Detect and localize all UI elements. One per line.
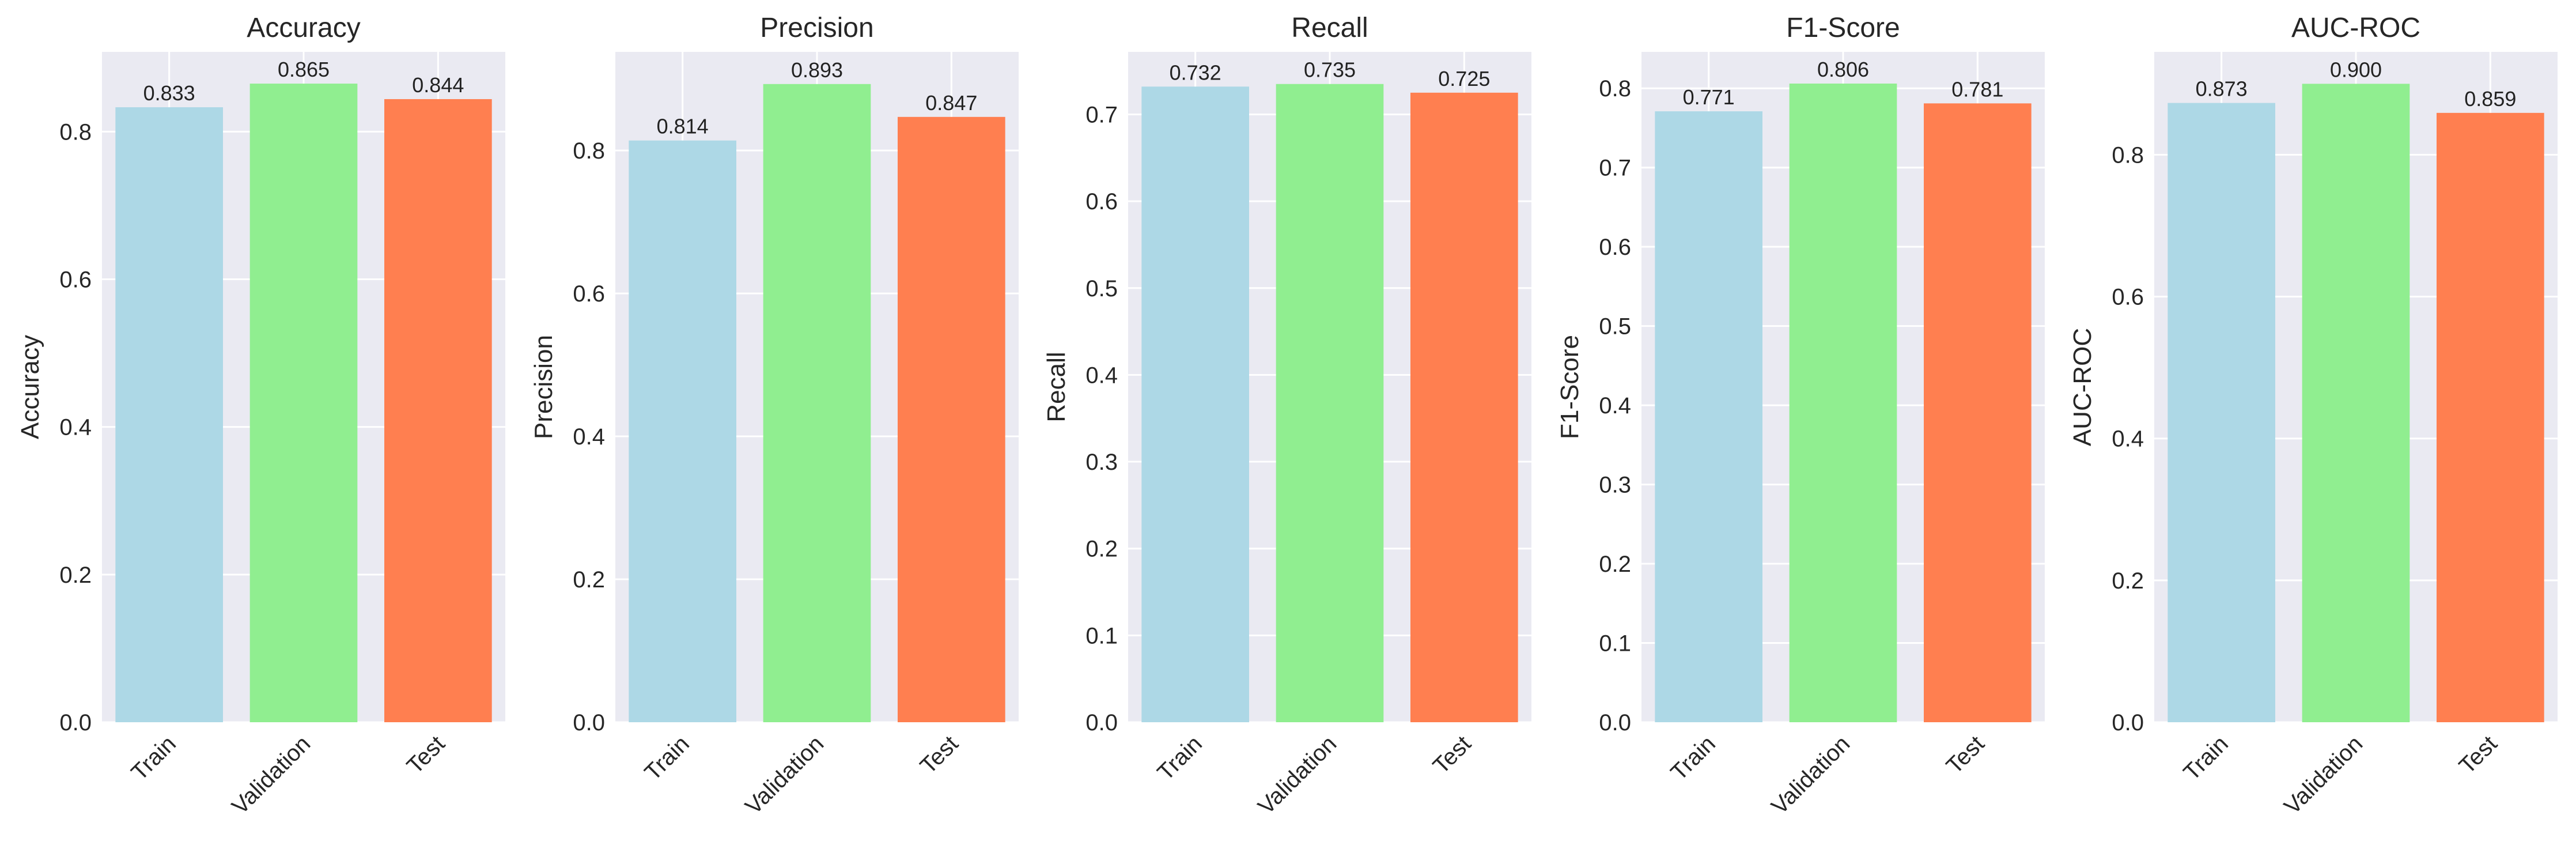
value-label: 0.900 — [2330, 58, 2382, 81]
y-tick-label: 0.4 — [1085, 363, 1118, 388]
y-axis-label: AUC-ROC — [2068, 328, 2097, 446]
value-label: 0.859 — [2464, 87, 2516, 111]
bar-train — [115, 107, 223, 723]
chart-title: Recall — [1291, 13, 1368, 43]
value-label: 0.781 — [1951, 77, 2003, 101]
y-tick-label: 0.1 — [1599, 631, 1631, 657]
bar-test — [384, 99, 492, 722]
value-label: 0.847 — [925, 91, 977, 115]
bar-validation — [1276, 84, 1384, 723]
y-tick-label: 0.6 — [573, 281, 605, 307]
chart-panel-f1-score: 0.771 0.806 0.781 0.0 0.1 0.2 0.3 0.4 0.5 0.6 0.7 0… — [1556, 13, 2045, 819]
y-tick-label: 0.6 — [1085, 189, 1118, 214]
y-tick-label: 0.4 — [1599, 393, 1631, 418]
value-label: 0.725 — [1438, 67, 1490, 90]
y-tick-label: 0.8 — [1599, 76, 1631, 101]
value-label: 0.771 — [1683, 85, 1735, 109]
y-tick-label: 0.7 — [1599, 156, 1631, 181]
y-tick-label: 0.5 — [1599, 314, 1631, 339]
bar-test — [1410, 92, 1518, 722]
y-tick-label: 0.4 — [2112, 427, 2144, 452]
y-axis-label: Accuracy — [16, 335, 44, 439]
chart-title: Accuracy — [247, 13, 360, 43]
chart-title: AUC-ROC — [2291, 13, 2420, 43]
y-tick-label: 0.2 — [1599, 552, 1631, 577]
value-label: 0.893 — [791, 58, 843, 82]
chart-title: Precision — [760, 13, 873, 43]
value-label: 0.814 — [657, 115, 709, 138]
bar-validation — [763, 84, 871, 723]
bar-validation — [2302, 84, 2410, 722]
y-tick-label: 0.2 — [2112, 568, 2144, 594]
value-label: 0.865 — [278, 58, 330, 81]
y-axis-label: Precision — [529, 335, 558, 439]
bar-train — [1655, 111, 1762, 723]
chart-panel-recall: 0.732 0.735 0.7250.00.10.20.30.40.50.60.7T… — [1042, 13, 1531, 819]
y-tick-label: 0.6 — [1599, 235, 1631, 260]
y-tick-label: 0.0 — [2112, 710, 2144, 735]
value-label: 0.735 — [1304, 58, 1356, 82]
y-tick-label: 0.0 — [59, 710, 92, 735]
y-axis-label: Recall — [1042, 352, 1071, 422]
chart-title: F1-Score — [1786, 13, 1900, 43]
y-tick-label: 0.0 — [573, 710, 605, 735]
y-tick-label: 0.7 — [1085, 102, 1118, 127]
bar-test — [898, 116, 1005, 722]
value-label: 0.833 — [143, 81, 195, 105]
y-tick-label: 0.4 — [59, 415, 92, 440]
value-label: 0.873 — [2196, 77, 2248, 101]
y-tick-label: 0.2 — [59, 563, 92, 588]
y-tick-label: 0.0 — [1599, 710, 1631, 735]
y-tick-label: 0.8 — [59, 119, 92, 145]
y-tick-label: 0.0 — [1085, 710, 1118, 735]
bar-test — [1924, 103, 2032, 722]
bar-validation — [1789, 83, 1897, 723]
value-label: 0.806 — [1817, 58, 1869, 81]
bar-test — [2437, 112, 2544, 723]
bar-train — [1141, 86, 1249, 723]
y-tick-label: 0.3 — [1599, 473, 1631, 498]
y-axis-label: F1-Score — [1556, 335, 1584, 439]
y-tick-label: 0.8 — [2112, 142, 2144, 168]
bar-train — [629, 140, 736, 722]
y-tick-label: 0.4 — [573, 424, 605, 450]
bar-train — [2168, 103, 2275, 723]
bar-validation — [249, 84, 358, 723]
value-label: 0.732 — [1170, 61, 1221, 84]
y-tick-label: 0.1 — [1085, 623, 1118, 648]
y-tick-label: 0.8 — [573, 138, 605, 164]
y-tick-label: 0.6 — [2112, 285, 2144, 310]
y-tick-label: 0.3 — [1085, 450, 1118, 475]
y-tick-label: 0.2 — [573, 567, 605, 593]
y-tick-label: 0.2 — [1085, 537, 1118, 562]
y-tick-label: 0.5 — [1085, 276, 1118, 301]
y-tick-label: 0.6 — [59, 267, 92, 292]
value-label: 0.844 — [412, 73, 464, 97]
